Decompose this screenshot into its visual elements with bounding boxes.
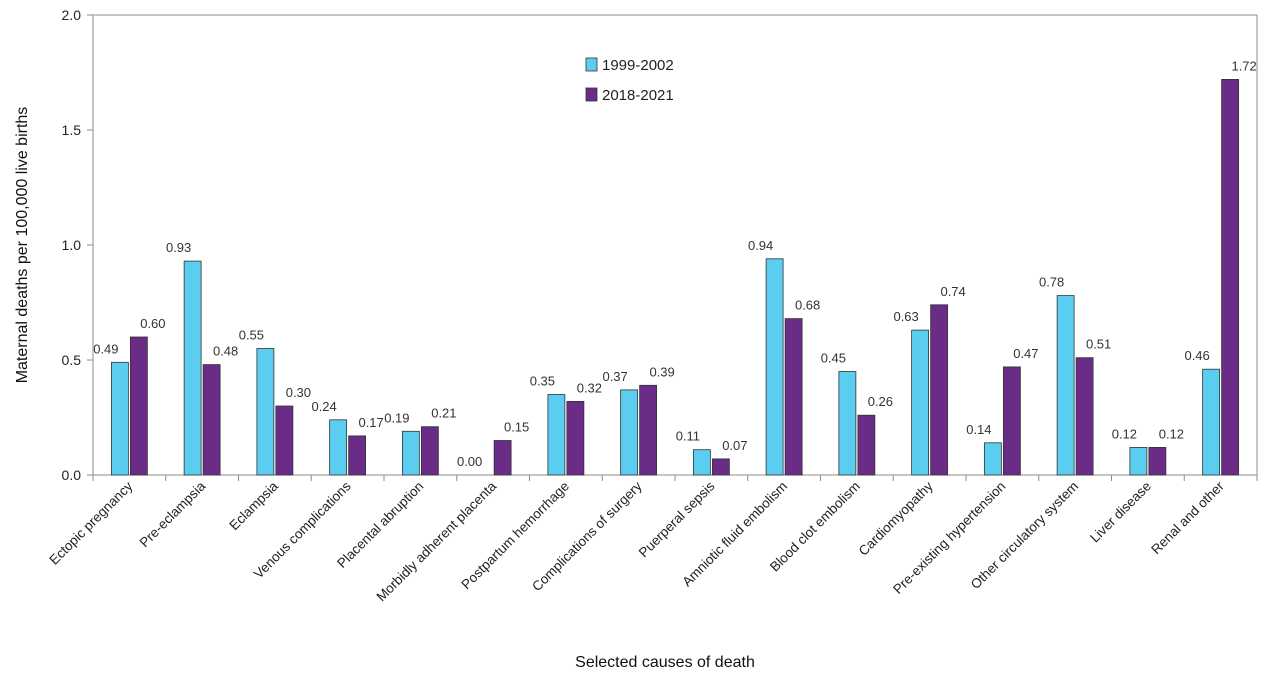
bar-1999-2002 bbox=[838, 371, 857, 476]
bar-1999-2002 bbox=[692, 449, 711, 476]
bar-1999-2002 bbox=[401, 430, 420, 476]
x-ticks-group: Ectopic pregnancy Pre-eclampsia EclampsiaV… bbox=[46, 475, 1258, 604]
y-axis-title: Maternal deaths per 100,000 live births bbox=[14, 107, 31, 384]
x-category-label: Cardiomyopathy bbox=[856, 478, 936, 558]
data-label-2018-2021: 0.32 bbox=[577, 380, 602, 395]
data-label-2018-2021: 1.72 bbox=[1231, 58, 1256, 73]
data-label-2018-2021: 0.60 bbox=[140, 316, 165, 331]
bar-2018-2021 bbox=[348, 435, 367, 476]
bar-2018-2021 bbox=[711, 458, 730, 476]
data-label-1999-2002: 0.14 bbox=[966, 422, 991, 437]
bar-1999-2002 bbox=[983, 442, 1002, 476]
bar-2018-2021 bbox=[1002, 366, 1021, 476]
bar-2018-2021 bbox=[930, 304, 949, 476]
bar-2018-2021 bbox=[784, 318, 803, 476]
data-label-1999-2002: 0.49 bbox=[93, 341, 118, 356]
bar-2018-2021 bbox=[639, 384, 658, 476]
bar-1999-2002 bbox=[183, 260, 202, 476]
bar-1999-2002 bbox=[547, 394, 566, 476]
data-label-1999-2002: 0.19 bbox=[384, 410, 409, 425]
data-label-2018-2021: 0.26 bbox=[868, 394, 893, 409]
x-category-label: Eclampsia bbox=[226, 478, 281, 533]
bar-2018-2021 bbox=[1221, 79, 1240, 476]
data-label-2018-2021: 0.12 bbox=[1159, 426, 1184, 441]
data-label-1999-2002: 0.11 bbox=[676, 429, 700, 444]
y-tick-label: 1.5 bbox=[62, 122, 82, 138]
y-tick-label: 0.5 bbox=[62, 352, 82, 368]
x-category-label: Ectopic pregnancy bbox=[46, 478, 135, 567]
x-category-label: Renal and other bbox=[1148, 478, 1227, 557]
bar-2018-2021 bbox=[1075, 357, 1094, 476]
y-ticks-group: 0.0 0.5 1.0 1.5 2.0 bbox=[62, 7, 93, 483]
bar-2018-2021 bbox=[202, 364, 221, 476]
bar-1999-2002 bbox=[110, 361, 129, 476]
data-label-1999-2002: 0.93 bbox=[166, 240, 191, 255]
bar-2018-2021 bbox=[857, 414, 876, 476]
legend-swatch-2018-2021 bbox=[585, 87, 598, 102]
data-label-1999-2002: 0.45 bbox=[821, 351, 846, 366]
y-tick-label: 2.0 bbox=[62, 7, 82, 23]
data-label-1999-2002: 0.94 bbox=[748, 238, 773, 253]
data-label-2018-2021: 0.47 bbox=[1013, 346, 1038, 361]
data-label-1999-2002: 0.35 bbox=[530, 374, 555, 389]
bar-2018-2021 bbox=[493, 440, 512, 476]
bar-1999-2002 bbox=[329, 419, 348, 476]
bar-2018-2021 bbox=[129, 336, 148, 476]
x-category-label: Puerperal sepsis bbox=[636, 478, 718, 560]
data-label-2018-2021: 0.48 bbox=[213, 344, 238, 359]
data-label-1999-2002: 0.00 bbox=[457, 454, 482, 469]
x-category-label: Morbidly adherent placenta bbox=[373, 478, 499, 604]
bar-1999-2002 bbox=[256, 348, 275, 476]
bar-1999-2002 bbox=[1129, 446, 1148, 476]
x-category-label: Pre-eclampsia bbox=[137, 478, 209, 550]
bar-1999-2002 bbox=[911, 329, 930, 476]
data-label-1999-2002: 0.46 bbox=[1184, 348, 1209, 363]
data-label-2018-2021: 0.39 bbox=[649, 364, 674, 379]
data-label-2018-2021: 0.74 bbox=[940, 284, 965, 299]
x-category-label: Liver disease bbox=[1087, 479, 1154, 546]
legend: 1999-2002 2018-2021 bbox=[585, 57, 674, 104]
bar-2018-2021 bbox=[420, 426, 439, 476]
data-labels-group: 0.49 0.60 0.93 0.480.55 0.300.24 0.17 0.19 0.21… bbox=[93, 58, 1257, 469]
bars-group bbox=[110, 79, 1240, 476]
data-label-2018-2021: 0.30 bbox=[286, 385, 311, 400]
data-label-2018-2021: 0.68 bbox=[795, 298, 820, 313]
data-label-2018-2021: 0.07 bbox=[722, 438, 747, 453]
bar-2018-2021 bbox=[566, 400, 585, 476]
data-label-1999-2002: 0.63 bbox=[893, 309, 918, 324]
data-label-1999-2002: 0.55 bbox=[239, 328, 264, 343]
data-label-2018-2021: 0.21 bbox=[431, 406, 456, 421]
data-label-2018-2021: 0.51 bbox=[1086, 337, 1111, 352]
data-label-1999-2002: 0.24 bbox=[311, 399, 336, 414]
y-tick-label: 0.0 bbox=[62, 467, 82, 483]
bar-1999-2002 bbox=[765, 258, 784, 476]
bar-2018-2021 bbox=[275, 405, 294, 476]
data-label-1999-2002: 0.37 bbox=[602, 369, 627, 384]
x-axis-title: Selected causes of death bbox=[575, 654, 755, 671]
bar-1999-2002 bbox=[1202, 368, 1221, 476]
bar-1999-2002 bbox=[1056, 295, 1075, 476]
data-label-1999-2002: 0.78 bbox=[1039, 275, 1064, 290]
data-label-2018-2021: 0.17 bbox=[358, 415, 383, 430]
bar-1999-2002 bbox=[620, 389, 639, 476]
y-tick-label: 1.0 bbox=[62, 237, 82, 253]
legend-swatch-1999-2002 bbox=[585, 57, 598, 72]
data-label-1999-2002: 0.12 bbox=[1112, 426, 1137, 441]
legend-label-1999-2002: 1999-2002 bbox=[602, 57, 674, 74]
data-label-2018-2021: 0.15 bbox=[504, 420, 529, 435]
bar-2018-2021 bbox=[1148, 446, 1167, 476]
legend-label-2018-2021: 2018-2021 bbox=[602, 87, 674, 104]
